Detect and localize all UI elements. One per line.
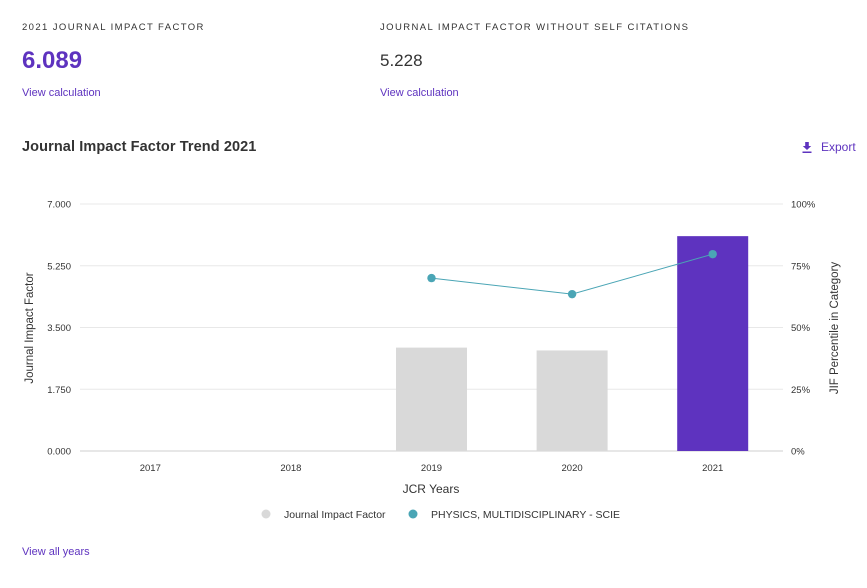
percentile-point-2020	[567, 289, 577, 299]
jif-label: 2021 JOURNAL IMPACT FACTOR	[22, 22, 205, 33]
y-tick-label: 1.750	[47, 385, 71, 396]
percentile-point-2021	[708, 249, 717, 259]
jif-view-calculation-link[interactable]: View calculation	[22, 87, 101, 99]
y2-tick-label: 100%	[791, 200, 816, 211]
jif-no-self-value: 5.228	[380, 51, 423, 70]
jif-trend-chart: 0.000 1.750 3.500 5.250 7.000 0% 25% 50% 75% 100%…	[24, 200, 841, 522]
export-button[interactable]: Export	[802, 140, 856, 154]
percentile-point-2019	[427, 273, 436, 283]
view-all-years-link[interactable]: View all years	[22, 546, 90, 558]
y-axis-title: Journal Impact Factor	[24, 272, 36, 383]
legend-marker-jif	[261, 509, 271, 519]
jif-no-self-view-calculation-link[interactable]: View calculation	[380, 87, 459, 99]
x-tick-label: 2017	[140, 463, 161, 474]
jif-no-self-label: JOURNAL IMPACT FACTOR WITHOUT SELF CITAT…	[380, 22, 690, 33]
x-tick-label: 2018	[280, 463, 301, 474]
legend-marker-category	[408, 509, 418, 519]
legend-label-jif: Journal Impact Factor	[284, 509, 386, 521]
legend-label-category: PHYSICS, MULTIDISCIPLINARY - SCIE	[431, 509, 620, 521]
x-tick-label: 2020	[562, 463, 583, 474]
y2-tick-label: 75%	[791, 261, 811, 272]
x-axis-title: JCR Years	[403, 482, 460, 496]
bar-2020	[536, 350, 608, 451]
bar-2019	[396, 347, 467, 451]
y2-tick-label: 50%	[791, 323, 811, 334]
y2-tick-label: 25%	[791, 385, 811, 396]
y-tick-label: 7.000	[47, 200, 71, 211]
jif-metric: 2021 JOURNAL IMPACT FACTOR 6.089 View ca…	[22, 22, 205, 99]
x-tick-label: 2021	[702, 463, 723, 474]
jif-value: 6.089	[22, 47, 83, 74]
x-tick-label: 2019	[421, 463, 442, 474]
y-tick-label: 3.500	[47, 323, 71, 334]
y-tick-label: 0.000	[47, 447, 71, 458]
bar-2021	[677, 236, 749, 451]
percentile-line	[431, 253, 713, 295]
export-label: Export	[821, 140, 856, 154]
y2-tick-label: 0%	[791, 447, 805, 458]
trend-title: Journal Impact Factor Trend 2021	[22, 139, 257, 155]
y-tick-label: 5.250	[47, 261, 71, 272]
y2-axis-title: JIF Percentile in Category	[829, 262, 841, 395]
download-icon	[802, 141, 812, 153]
jif-no-self-metric: JOURNAL IMPACT FACTOR WITHOUT SELF CITAT…	[380, 22, 689, 99]
